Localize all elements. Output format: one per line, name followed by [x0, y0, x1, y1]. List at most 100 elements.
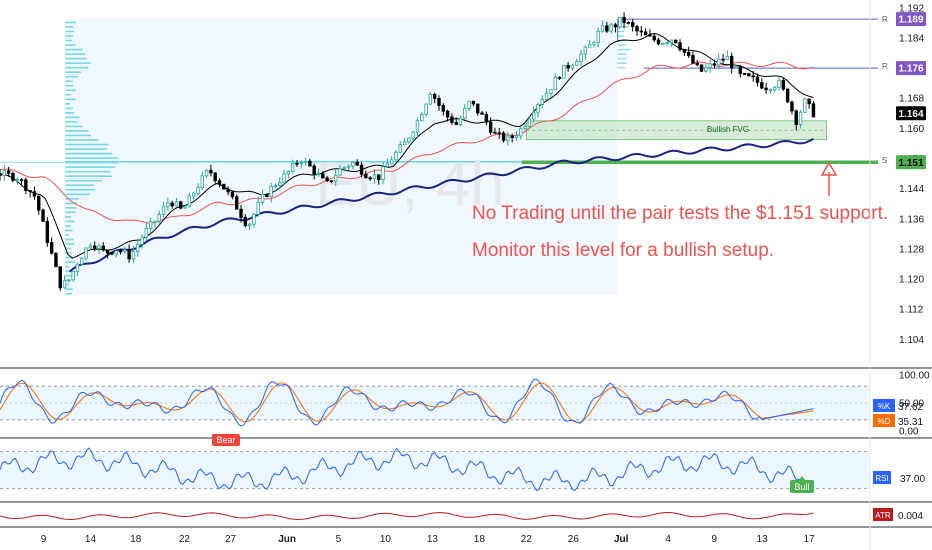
candle-body [303, 160, 308, 164]
candle-body [729, 55, 734, 69]
resistance-upper-badge [896, 12, 926, 27]
price-axis[interactable]: 1.1921.1841.1761.1681.1601.1521.1441.136… [896, 3, 926, 346]
candle-body [506, 135, 510, 141]
time-tick-label: 27 [225, 534, 237, 545]
candle-body [92, 245, 97, 249]
candle-body [570, 64, 575, 69]
candle-body [527, 118, 532, 127]
volume-profile-bar [65, 134, 92, 137]
candle-body [67, 279, 71, 282]
volume-profile-bar [65, 116, 80, 119]
price-tick-label: 1.144 [899, 184, 924, 195]
volume-profile-bar [65, 238, 74, 241]
volume-profile-bar [65, 93, 71, 96]
candle-body [260, 194, 265, 203]
candle-body [609, 24, 613, 32]
bullish-fvg-zone [525, 120, 827, 141]
candle-body [312, 165, 316, 175]
volume-profile-bar [65, 220, 75, 223]
candle-body [127, 249, 131, 260]
candle-body [140, 236, 144, 245]
candle-body [37, 195, 41, 211]
rsi-line [0, 447, 814, 492]
volume-profile-bar [65, 21, 76, 24]
volume-profile-bar [65, 188, 96, 191]
candle-body [540, 99, 544, 105]
candle-body [579, 53, 583, 63]
candle-body [389, 159, 394, 165]
candle-body [372, 174, 377, 179]
candle-body [411, 131, 415, 139]
time-tick-label: 18 [130, 534, 142, 545]
time-axis[interactable]: 9 14 18 22 27 Jun 5 10 13 18 22 26 Jul 4 9 13 17 [41, 534, 815, 545]
volume-profile-bar [65, 265, 69, 268]
candle-body [15, 179, 19, 182]
stoch-tick-label: 0.00 [899, 427, 919, 438]
candle-body [476, 103, 480, 114]
candle-body [652, 35, 656, 41]
candle-body [480, 112, 484, 115]
candle-body [62, 280, 67, 289]
volume-profile-bar [65, 252, 72, 254]
stochastic-pane[interactable]: 100.00 50.00 0.00 [0, 370, 930, 438]
candle-body [760, 82, 764, 89]
candle-body [338, 168, 342, 176]
candle-body [463, 107, 467, 119]
candle-body [230, 191, 235, 198]
time-tick-label: Jul [614, 534, 629, 545]
candle-body [643, 31, 648, 36]
candle-body [105, 249, 110, 254]
candle-body [635, 26, 639, 32]
resistance-tag-lower: R [882, 62, 888, 71]
candle-body [721, 58, 725, 61]
candle-body [626, 21, 631, 24]
resistance-tag-upper: R [882, 15, 888, 24]
volume-profile-bar [65, 198, 79, 200]
volume-profile-bar [65, 26, 74, 28]
candle-body [407, 137, 411, 143]
time-tick-label: 9 [41, 534, 47, 545]
volume-profile-bar [65, 148, 108, 150]
candle-body [501, 132, 506, 141]
candle-body [0, 173, 2, 176]
time-tick-label: 9 [711, 534, 717, 545]
time-tick-label: Jun [278, 534, 296, 545]
candle-body [308, 160, 312, 167]
candle-body [174, 201, 179, 207]
candle-body [209, 169, 213, 174]
atr-label: ATR [875, 511, 891, 520]
time-tick-label: 13 [757, 534, 769, 545]
candle-body [807, 98, 811, 105]
candle-body [316, 173, 321, 176]
time-tick-label: 22 [179, 534, 191, 545]
ema-slow-line [0, 61, 814, 224]
candle-body [355, 161, 359, 166]
price-tick-label: 1.104 [899, 335, 924, 346]
candle-body [445, 110, 450, 118]
candle-body [488, 121, 493, 133]
price-tick-label: 1.160 [899, 124, 924, 135]
price-tick-label: 1.136 [899, 214, 924, 225]
candle-body [669, 39, 674, 44]
rsi-value: 37.00 [900, 474, 925, 485]
stoch-d-label: %D [878, 417, 891, 426]
volume-profile-bar [65, 35, 73, 37]
candle-body [2, 170, 7, 176]
candle-body [235, 196, 239, 210]
volume-profile-bar [65, 216, 72, 218]
candle-body [738, 66, 742, 74]
candle-body [351, 161, 355, 167]
atr-value: 0.004 [898, 511, 923, 522]
candle-body [265, 194, 269, 198]
candle-body [458, 117, 463, 125]
candle-body [49, 242, 54, 254]
atr-pane[interactable] [0, 511, 814, 521]
time-tick-label: 26 [568, 534, 580, 545]
candle-body [114, 250, 118, 255]
candle-body [6, 170, 11, 174]
price-tick-label: 1.112 [899, 305, 924, 316]
stoch-tick-label: 100.00 [899, 370, 930, 381]
rsi-pane[interactable] [0, 447, 870, 492]
